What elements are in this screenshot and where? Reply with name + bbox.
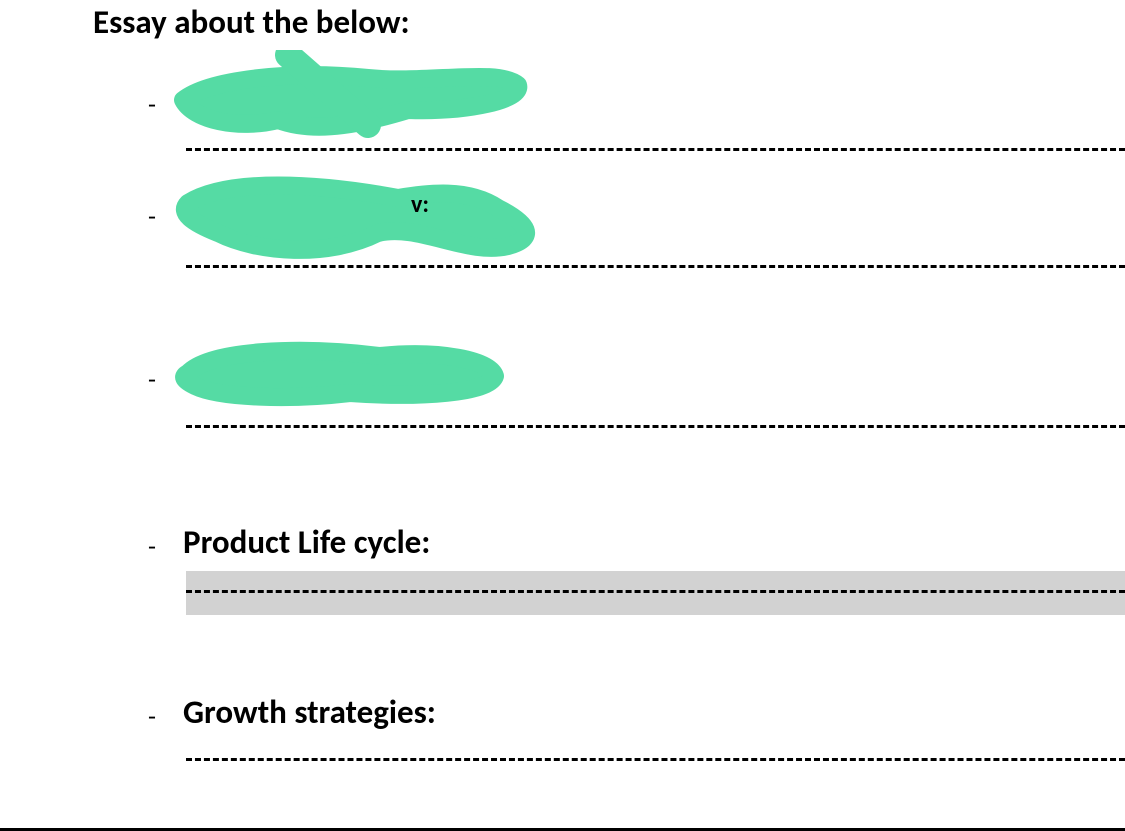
item-3-answer-line — [186, 425, 1125, 428]
item-2-redaction: v: — [168, 168, 548, 263]
item-2-peek-text: v: — [411, 190, 429, 219]
document-page: Essay about the below: --v:--Product Lif… — [0, 0, 1125, 831]
item-3-redaction — [170, 338, 505, 408]
item-5-label: Growth strategies: — [183, 692, 436, 732]
bullet-dash: - — [148, 200, 156, 232]
item-1-redaction — [168, 50, 533, 140]
scribble-icon — [170, 338, 505, 408]
item-4-highlight — [186, 571, 1125, 615]
scribble-icon — [168, 168, 548, 263]
item-4-label: Product Life cycle: — [183, 522, 430, 562]
item-2-answer-line — [186, 265, 1125, 268]
bullet-dash: - — [148, 363, 156, 395]
bullet-dash: - — [148, 700, 156, 732]
bullet-dash: - — [148, 530, 156, 562]
bullet-dash: - — [148, 88, 156, 120]
item-4-answer-line — [186, 590, 1125, 593]
item-1-answer-line — [186, 148, 1125, 151]
scribble-icon — [168, 50, 533, 140]
page-heading: Essay about the below: — [93, 2, 410, 42]
item-5-answer-line — [186, 758, 1125, 761]
